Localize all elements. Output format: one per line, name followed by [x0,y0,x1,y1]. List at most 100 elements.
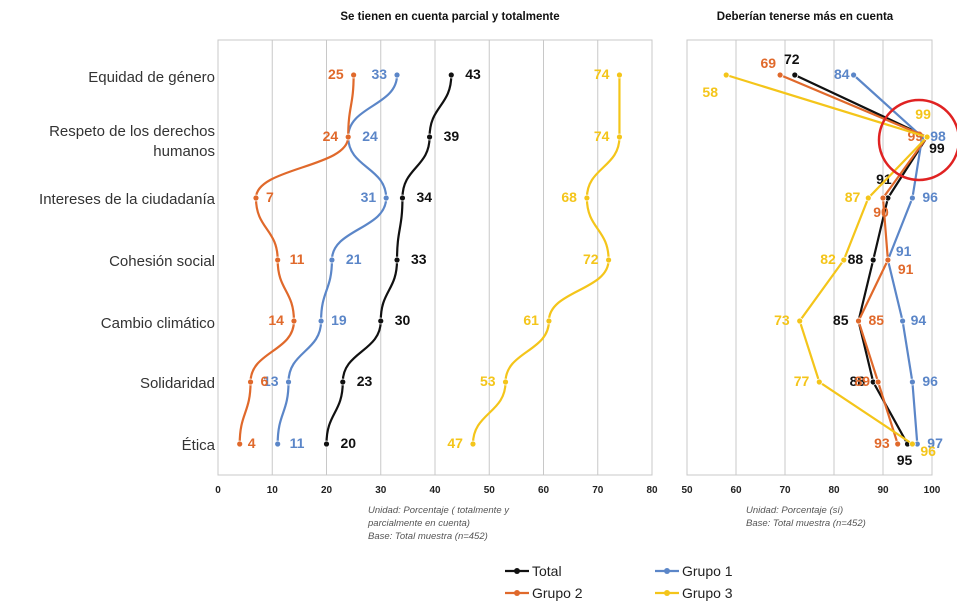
right-note-line: Base: Total muestra (n=452) [746,518,866,529]
left-data-label: 47 [447,435,463,451]
category-label-solidaridad: Solidaridad [140,375,215,392]
right-point-grupo-2 [874,378,882,386]
left-x-tick-label: 60 [538,485,550,496]
left-data-label: 11 [290,251,305,267]
right-data-label: 98 [930,128,946,144]
left-data-label: 43 [465,66,481,82]
category-label-cambio: Cambio climático [101,315,215,332]
left-x-tick-label: 50 [484,485,496,496]
left-x-tick-label: 80 [646,485,658,496]
right-data-label: 96 [922,189,938,205]
right-point-grupo-3 [864,194,872,202]
left-point-grupo-3 [545,317,553,325]
right-point-grupo-3 [815,378,823,386]
left-point-grupo-3 [583,194,591,202]
left-point-grupo-3 [502,378,509,386]
legend: Total Grupo 1 Grupo 2 Grupo 3 [505,563,733,601]
left-point-grupo-3 [616,71,623,79]
left-point-grupo-1 [317,317,325,325]
right-data-label: 91 [876,171,892,187]
left-data-label: 7 [266,189,274,205]
right-data-label: 99 [929,140,945,156]
left-data-label: 20 [341,435,357,451]
left-data-label: 31 [361,189,377,205]
right-data-label: 96 [920,443,936,459]
left-data-label: 13 [263,373,279,389]
left-data-label: 19 [331,312,347,328]
left-x-tick-label: 10 [267,485,279,496]
left-point-grupo-1 [393,71,401,79]
right-x-tick-label: 100 [924,485,941,496]
right-data-label: 99 [915,106,931,122]
left-point-grupo-3 [616,133,623,141]
left-panel-series: 4339343330232033243121191311252471114647… [236,66,623,451]
right-data-label: 73 [774,312,790,328]
left-point-grupo-3 [605,256,612,264]
left-note-line: Base: Total muestra (n=452) [368,531,488,542]
legend-label: Grupo 3 [682,585,733,601]
right-data-label: 91 [898,261,914,277]
right-panel-series: 7299918885889584989691949697699990918589… [702,51,946,468]
legend-label: Grupo 2 [532,585,583,601]
left-point-grupo-1 [328,256,336,264]
left-point-grupo-1 [382,194,390,202]
left-data-label: 33 [371,66,387,82]
right-x-tick-label: 60 [730,485,742,496]
right-data-label: 88 [848,251,864,267]
left-data-label: 25 [328,66,344,82]
right-data-label: 93 [874,435,890,451]
right-data-label: 82 [820,251,836,267]
legend-label: Total [532,563,562,579]
left-data-label: 74 [594,128,610,144]
left-point-total [393,256,401,264]
right-data-label: 96 [922,373,938,389]
right-point-grupo-1 [850,71,857,79]
right-point-grupo-2 [894,440,902,448]
left-note-line: parcialmente en cuenta) [367,518,470,529]
left-data-label: 33 [411,251,427,267]
right-data-label: 69 [761,55,777,71]
right-note-line: Unidad: Porcentaje (sí) [746,505,843,516]
category-label-derechos-line2: humanos [153,143,215,160]
left-panel-title: Se tienen en cuenta parcial y totalmente [340,11,559,23]
right-point-grupo-1 [899,317,906,325]
left-point-total [447,71,455,79]
right-point-grupo-3 [722,71,730,79]
left-point-grupo-1 [285,378,292,386]
right-panel-ticks: 50 60 70 80 90 100 [681,485,940,496]
right-point-total [869,256,877,264]
highlight-circle [877,98,957,182]
right-point-grupo-3 [840,256,848,264]
left-data-label: 53 [480,373,496,389]
right-point-grupo-3 [923,133,931,141]
right-point-grupo-3 [909,440,916,448]
right-point-total [791,71,799,79]
right-data-label: 85 [869,312,885,328]
left-point-grupo-2 [247,378,254,386]
right-data-label: 85 [833,312,849,328]
left-point-grupo-1 [274,440,282,448]
right-data-label: 94 [911,312,927,328]
category-label-derechos-line1: Respeto de los derechos [49,123,215,140]
left-panel-note: Unidad: Porcentaje ( totalmente y parcial… [367,505,510,542]
left-data-label: 74 [594,66,610,82]
legend-label: Grupo 1 [682,563,733,579]
category-label-equidad: Equidad de género [88,69,215,86]
left-x-tick-label: 0 [215,485,221,496]
left-x-tick-label: 70 [592,485,604,496]
left-data-label: 34 [416,189,432,205]
category-label-etica: Ética [182,437,216,454]
right-panel-title: Deberían tenerse más en cuenta [717,11,894,23]
legend-marker [514,568,520,574]
right-data-label: 77 [794,373,810,389]
left-point-total [399,194,406,202]
left-point-grupo-2 [290,317,298,325]
left-data-label: 68 [561,189,577,205]
left-point-grupo-2 [344,133,352,141]
right-data-label: 91 [896,243,912,259]
left-data-label: 24 [323,128,339,144]
left-data-label: 24 [362,128,378,144]
left-x-tick-label: 20 [321,485,333,496]
